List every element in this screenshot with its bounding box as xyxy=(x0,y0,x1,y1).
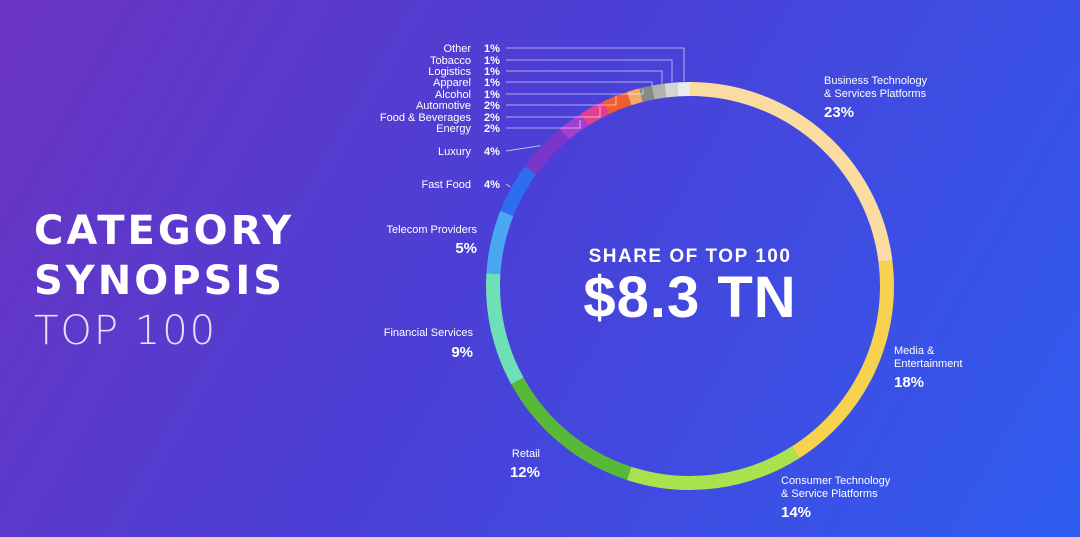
donut-slice-energy xyxy=(559,113,589,140)
slice-label-business-technology-and-services-platforms-line1: Business Technology xyxy=(824,75,928,87)
donut-slice-consumer-technology-and-service-platforms xyxy=(626,446,800,490)
slice-label-other: Other xyxy=(443,43,471,55)
slice-value-food-and-beverages: 2% xyxy=(484,112,500,124)
slice-label-fast-food: Fast Food xyxy=(421,179,471,191)
slice-label-financial-services: Financial Services xyxy=(384,327,474,339)
slice-label-retail: Retail xyxy=(512,448,540,460)
leader-line-food-and-beverages xyxy=(506,106,601,118)
slice-label-apparel: Apparel xyxy=(433,77,471,89)
leader-line-tobacco xyxy=(506,59,673,82)
slice-label-luxury: Luxury xyxy=(438,146,472,158)
slice-value-automotive: 2% xyxy=(484,100,500,112)
slice-value-business-technology-and-services-platforms: 23% xyxy=(824,104,854,121)
leader-line-other xyxy=(506,47,685,82)
page-title-line2: SYNOPSIS xyxy=(34,258,286,304)
slice-label-logistics: Logistics xyxy=(428,66,471,78)
slice-value-energy: 2% xyxy=(484,123,500,135)
leader-line-apparel xyxy=(506,81,653,86)
slice-value-other: 1% xyxy=(484,43,500,55)
leader-line-luxury xyxy=(505,145,541,152)
slice-value-alcohol: 1% xyxy=(484,89,500,101)
slice-value-fast-food: 4% xyxy=(484,179,500,191)
slice-value-telecom-providers: 5% xyxy=(455,240,477,257)
title-block: CATEGORY SYNOPSIS TOP 100 xyxy=(34,206,294,356)
slice-value-financial-services: 9% xyxy=(451,344,473,361)
slice-label-media-and-entertainment-line2: Entertainment xyxy=(894,358,962,370)
slice-labels: Business Technology& Services Platforms 2… xyxy=(380,43,963,521)
slice-value-tobacco: 1% xyxy=(484,55,500,67)
slice-label-business-technology-and-services-platforms-line2: & Services Platforms xyxy=(824,88,927,100)
slice-value-retail: 12% xyxy=(510,464,540,481)
slice-label-food-and-beverages: Food & Beverages xyxy=(380,112,472,124)
leader-line-fast-food xyxy=(505,183,511,188)
donut-slice-financial-services xyxy=(486,273,524,385)
donut-slice-fast-food xyxy=(500,166,537,217)
slice-label-telecom-providers: Telecom Providers xyxy=(387,224,478,236)
leader-line-automotive xyxy=(506,95,617,106)
leader-line-energy xyxy=(506,120,581,129)
donut-slice-retail xyxy=(511,377,632,481)
leader-lines xyxy=(505,47,685,188)
slice-value-consumer-technology-and-service-platforms: 14% xyxy=(781,504,811,521)
slice-value-logistics: 1% xyxy=(484,66,500,78)
donut-slice-media-and-entertainment xyxy=(791,260,894,459)
slice-value-apparel: 1% xyxy=(484,77,500,89)
page-subtitle: TOP 100 xyxy=(34,308,218,354)
donut-slice-food-and-beverages xyxy=(580,101,610,126)
slice-label-consumer-technology-and-service-platforms-line2: & Service Platforms xyxy=(781,488,878,500)
slice-label-consumer-technology-and-service-platforms-line1: Consumer Technology xyxy=(781,475,891,487)
donut-slice-automotive xyxy=(603,91,632,115)
donut-slice-luxury xyxy=(524,128,569,175)
slice-label-energy: Energy xyxy=(436,123,471,135)
donut-slice-telecom-providers xyxy=(486,210,514,275)
slice-label-media-and-entertainment-line1: Media & xyxy=(894,345,935,357)
donut-slice-business-technology-and-services-platforms xyxy=(689,82,893,263)
donut-slice-tobacco xyxy=(664,82,679,98)
donut-slice-alcohol xyxy=(626,88,643,106)
leader-line-alcohol xyxy=(506,89,644,95)
slice-label-alcohol: Alcohol xyxy=(435,89,471,101)
leader-line-logistics xyxy=(506,70,663,84)
center-label: SHARE OF TOP 100 xyxy=(588,246,792,267)
donut-ring xyxy=(486,82,894,490)
donut-slice-apparel xyxy=(639,85,655,102)
donut-slice-logistics xyxy=(651,83,667,100)
page-title-line1: CATEGORY xyxy=(34,208,295,254)
slice-label-automotive: Automotive xyxy=(416,100,471,112)
slice-value-luxury: 4% xyxy=(484,146,500,158)
slice-value-media-and-entertainment: 18% xyxy=(894,374,924,391)
center-value: $8.3 TN xyxy=(583,265,797,330)
slice-label-tobacco: Tobacco xyxy=(430,55,471,67)
